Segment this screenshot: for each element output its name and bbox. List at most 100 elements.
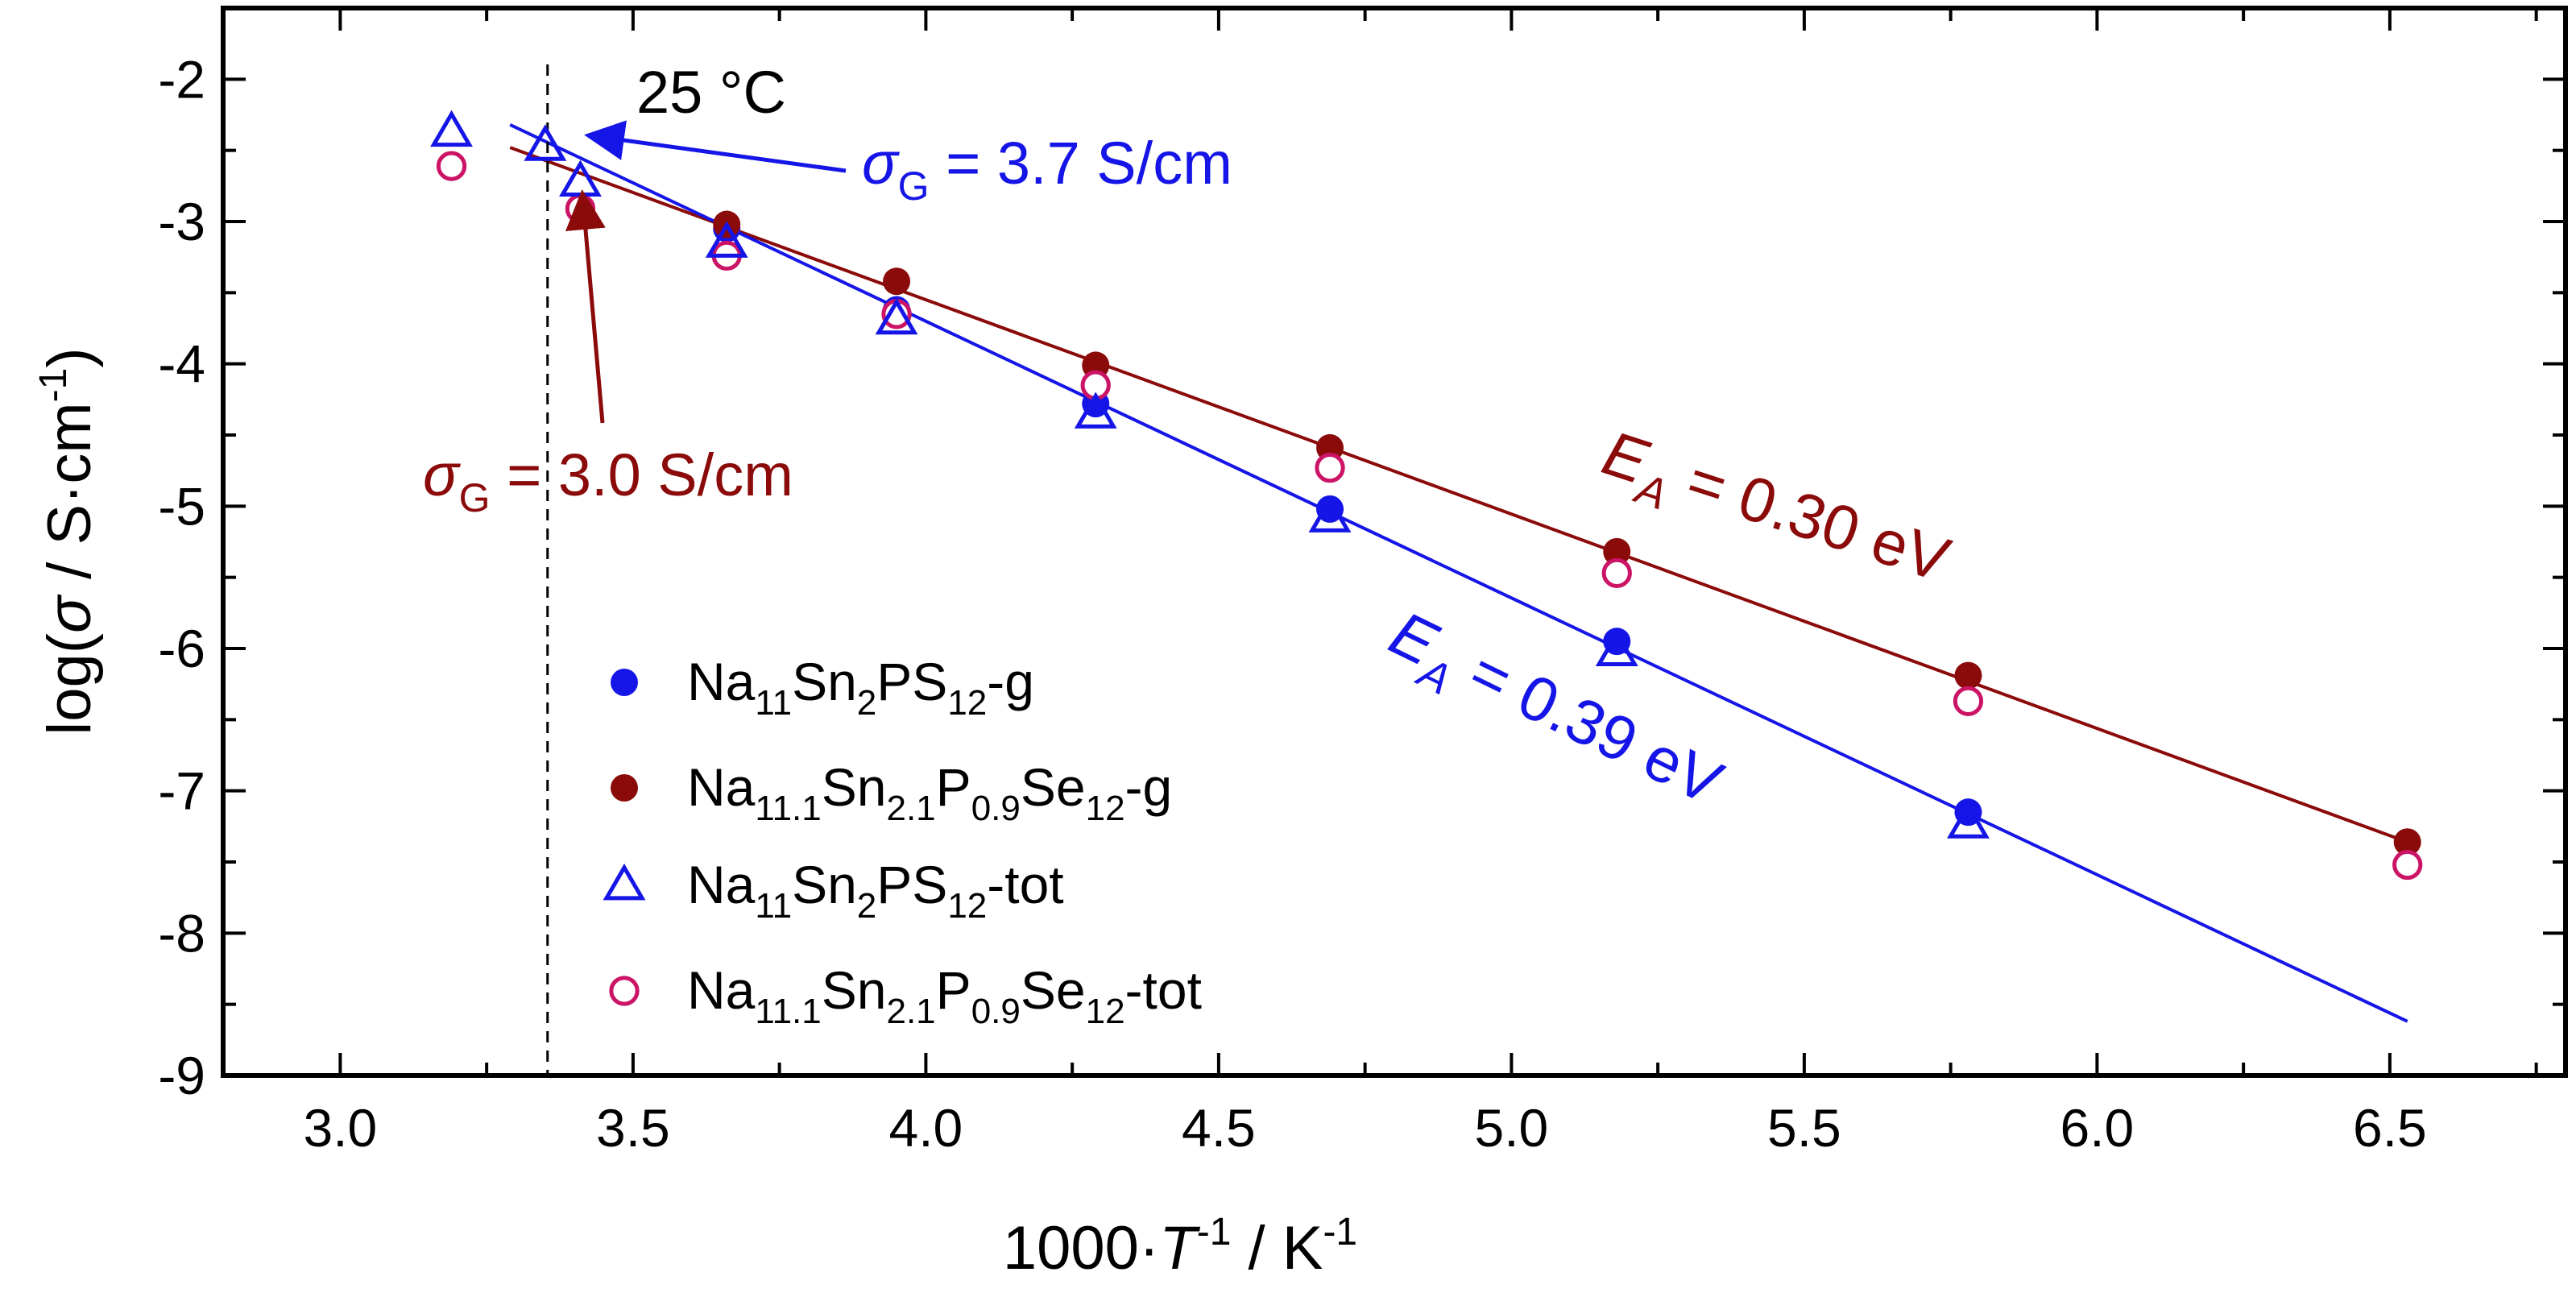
legend-subscript: 12 bbox=[1086, 992, 1125, 1031]
legend-label-part: Na bbox=[687, 960, 756, 1020]
legend-subscript: 0.9 bbox=[971, 992, 1021, 1031]
y-title-superscript: -1 bbox=[32, 368, 75, 403]
legend-entry-3: Na11​Sn2​PS12​-tot bbox=[603, 855, 1064, 926]
legend-entry-4: Na11.1​Sn2.1​P0.9​Se12​-tot bbox=[609, 960, 1202, 1031]
series-3-point bbox=[1074, 392, 1117, 429]
legend-label-part: Na bbox=[687, 855, 756, 914]
y-tick-label: -4 bbox=[158, 334, 205, 394]
activation-energy-blue-annotation: EA = 0.39 eV bbox=[1373, 597, 1733, 831]
series-3-points bbox=[430, 110, 1990, 839]
series-2-point bbox=[1603, 537, 1631, 566]
legend-subscript: 11.1 bbox=[755, 992, 821, 1031]
legend-subscript: 12 bbox=[1086, 789, 1125, 828]
legend-label-part: Sn bbox=[792, 652, 857, 711]
sigma-blue-arrow bbox=[584, 120, 847, 173]
x-tick-label: 5.0 bbox=[1475, 1098, 1549, 1158]
x-title-symbol: T bbox=[1159, 1214, 1200, 1282]
legend-label-part: Na bbox=[687, 757, 756, 817]
legend-label-part: PS bbox=[876, 855, 947, 914]
annotation-text: = 3.0 S/cm bbox=[491, 441, 793, 508]
series-4-point bbox=[436, 151, 467, 181]
series-3-point bbox=[1308, 495, 1352, 532]
annotation-subscript: G bbox=[459, 475, 491, 520]
series-2-point bbox=[1954, 661, 1982, 690]
plot-frame bbox=[221, 6, 2568, 1078]
series-2-point bbox=[883, 267, 911, 296]
legend-label-part: Sn bbox=[792, 855, 857, 914]
series-3-point bbox=[430, 110, 473, 147]
annotation-text: = 0.30 eV bbox=[1662, 439, 1957, 595]
x-tick-label: 3.5 bbox=[596, 1098, 670, 1158]
series-3-point bbox=[524, 124, 567, 161]
x-tick-label: 4.5 bbox=[1182, 1098, 1256, 1158]
legend-entry-2: Na11.1​Sn2.1​P0.9​Se12​-g bbox=[611, 757, 1172, 828]
x-tick-label: 3.0 bbox=[304, 1098, 378, 1158]
legend-subscript: 2.1 bbox=[886, 992, 935, 1031]
y-tick-label: -6 bbox=[158, 619, 205, 678]
legend-marker bbox=[611, 669, 638, 696]
x-title-superscript: -1 bbox=[1197, 1211, 1232, 1253]
series-4-point bbox=[1601, 557, 1632, 589]
legend-label: Na11​Sn2​PS12​-tot bbox=[687, 855, 1064, 926]
series-4-point bbox=[1315, 452, 1345, 483]
legend-marker bbox=[611, 774, 638, 802]
legend-label-part: -g bbox=[1125, 757, 1173, 817]
y-tick-label: -8 bbox=[158, 903, 205, 963]
legend-subscript: 2 bbox=[857, 683, 876, 723]
legend-label-part: Sn bbox=[822, 757, 887, 817]
x-tick-label: 4.0 bbox=[889, 1098, 963, 1158]
fit-line-1 bbox=[509, 146, 2408, 844]
annotation-text: = 3.7 S/cm bbox=[930, 130, 1232, 197]
series-3-point bbox=[875, 297, 918, 335]
legend-label-part: Se bbox=[1021, 960, 1086, 1020]
y-tick-label: -5 bbox=[158, 476, 205, 536]
x-tick-labels: 3.0 3.5 4.0 4.5 5.0 5.5 6.0 6.5 bbox=[304, 1098, 2427, 1158]
legend-label: Na11.1​Sn2.1​P0.9​Se12​-g bbox=[687, 757, 1172, 828]
y-title-part: / S·cm bbox=[35, 402, 104, 596]
series-3-point bbox=[1595, 629, 1638, 666]
series-1-point bbox=[1316, 495, 1344, 523]
series-4-point bbox=[565, 193, 596, 224]
y-tick-label: -9 bbox=[158, 1046, 205, 1105]
legend-marker bbox=[609, 976, 640, 1006]
y-title-part: log( bbox=[35, 633, 104, 736]
series-3-point bbox=[1947, 802, 1990, 839]
legend-subscript: 0.9 bbox=[971, 789, 1021, 828]
annotation-symbol: σ bbox=[862, 130, 900, 197]
x-tick-label: 6.0 bbox=[2060, 1098, 2135, 1158]
y-tick-labels: -2 -3 -4 -5 -6 -7 -8 -9 bbox=[158, 49, 205, 1105]
legend-subscript: 11.1 bbox=[755, 789, 821, 828]
legend-subscript: 11 bbox=[755, 886, 792, 926]
legend: Na11​Sn2​PS12​-g Na11.1​Sn2.1​P0.9​Se12​-… bbox=[603, 652, 1202, 1031]
legend-subscript: 12 bbox=[947, 886, 987, 926]
legend-subscript: 11 bbox=[755, 683, 792, 723]
sigma-blue-annotation: σG = 3.7 S/cm bbox=[862, 130, 1232, 209]
legend-entry-1: Na11​Sn2​PS12​-g bbox=[611, 652, 1034, 723]
series-4-point bbox=[2392, 849, 2423, 881]
legend-subscript: 2.1 bbox=[886, 789, 935, 828]
legend-label-part: PS bbox=[876, 652, 947, 711]
x-tick-label: 5.5 bbox=[1767, 1098, 1841, 1158]
series-4-point bbox=[1953, 686, 1984, 717]
activation-energy-red-annotation: EA = 0.30 eV bbox=[1590, 416, 1957, 608]
legend-subscript: 2 bbox=[857, 886, 876, 926]
x-tick-label: 6.5 bbox=[2353, 1098, 2427, 1158]
legend-subscript: 12 bbox=[947, 683, 987, 723]
legend-label-part: -g bbox=[987, 652, 1034, 711]
legend-label-part: P bbox=[936, 757, 971, 817]
y-title-part: ) bbox=[35, 347, 104, 367]
y-tick-label: -2 bbox=[158, 49, 205, 109]
x-title-part: / K bbox=[1231, 1214, 1323, 1282]
series-3-point bbox=[705, 221, 748, 258]
y-tick-label: -3 bbox=[158, 192, 205, 251]
y-axis-title: log(σ / S·cm-1) bbox=[32, 347, 104, 735]
legend-label-part: Na bbox=[687, 652, 756, 711]
legend-label-part: -tot bbox=[1125, 960, 1202, 1020]
annotation-symbol: σ bbox=[423, 441, 461, 508]
y-tick-label: -7 bbox=[158, 761, 205, 821]
x-title-superscript: -1 bbox=[1323, 1211, 1357, 1253]
legend-marker bbox=[603, 863, 646, 901]
temperature-label: 25 °C bbox=[636, 59, 786, 126]
y-title-symbol: σ bbox=[35, 594, 104, 633]
